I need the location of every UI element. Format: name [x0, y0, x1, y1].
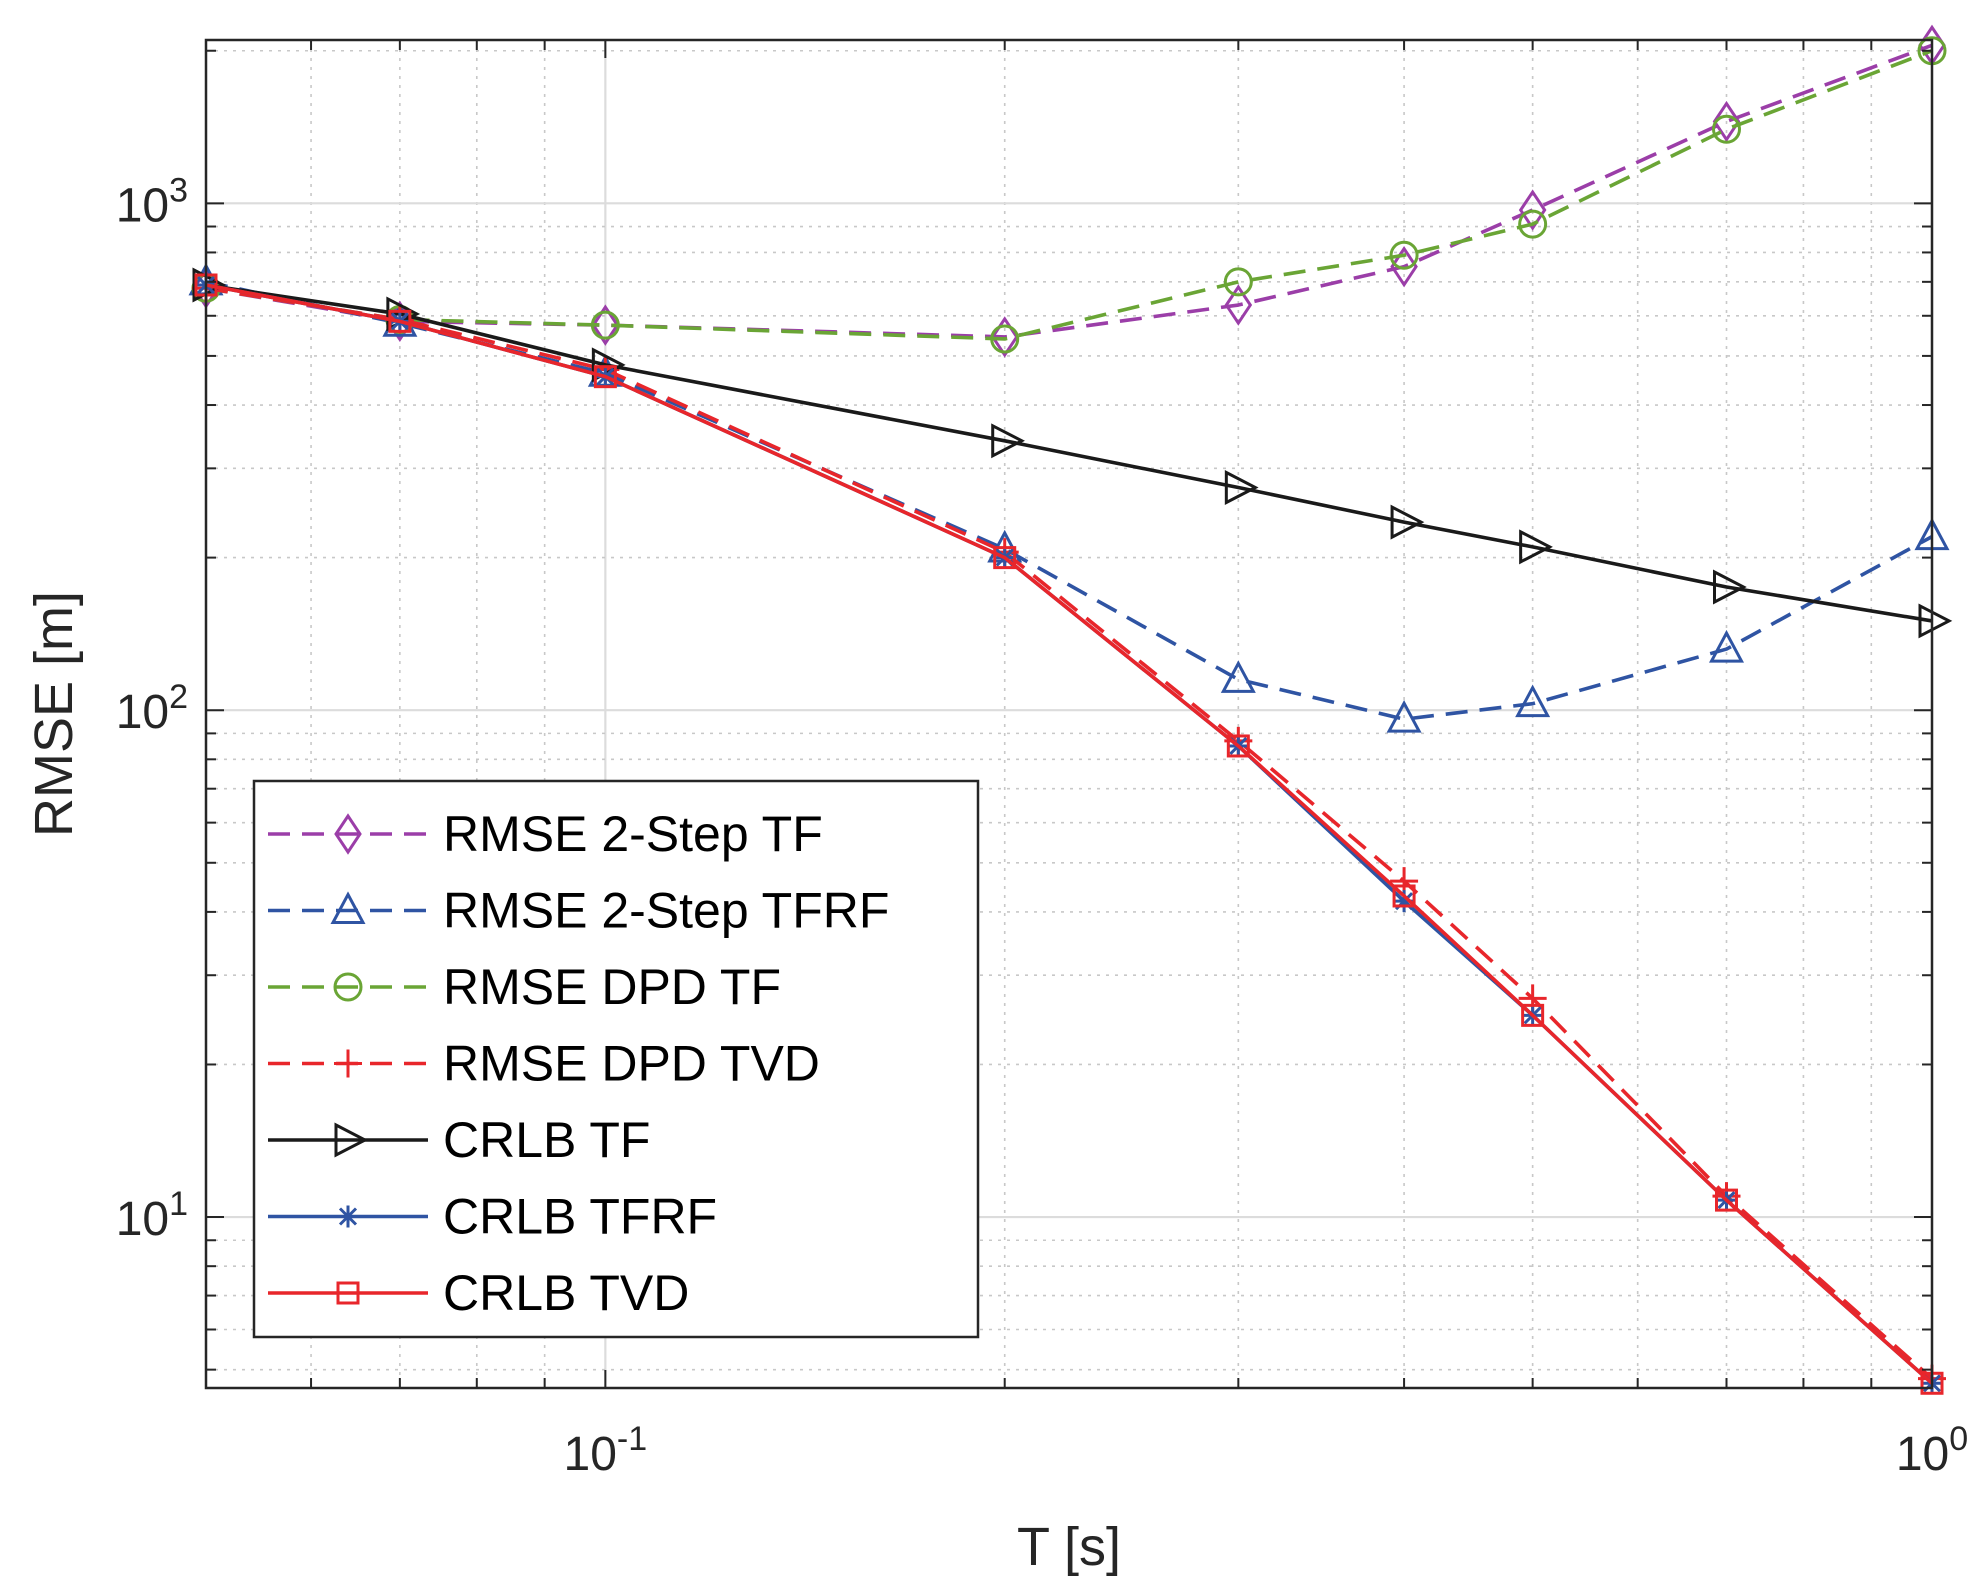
data-point [388, 309, 412, 333]
data-point [1224, 284, 1253, 326]
legend-marker [334, 1049, 362, 1078]
data-point [1519, 529, 1553, 565]
legend-item: CRLB TF [268, 1112, 650, 1168]
series-line [205, 283, 1934, 1385]
data-point [1223, 267, 1253, 297]
data-point [1521, 1003, 1545, 1027]
legend-label: CRLB TVD [443, 1265, 689, 1321]
data-point [1390, 245, 1418, 288]
ticks [205, 40, 1933, 1388]
legend-label: RMSE DPD TF [443, 959, 781, 1015]
series-line [205, 283, 1933, 623]
legend-marker [334, 813, 362, 855]
y-tick-label: 103 [116, 171, 188, 232]
data-point [593, 365, 617, 389]
data-point [1392, 884, 1416, 908]
data-point [990, 324, 1020, 354]
legend-box [252, 779, 980, 1339]
data-point [993, 546, 1017, 570]
series-line [205, 43, 1933, 339]
data-point [1715, 1188, 1739, 1212]
legend-label: RMSE 2-Step TFRF [443, 883, 889, 939]
data-point [1712, 114, 1742, 144]
legend-item: CRLB TVD [268, 1265, 689, 1321]
data-point [1393, 890, 1416, 913]
data-point [1390, 504, 1425, 540]
data-point [990, 316, 1019, 358]
legend-marker [333, 972, 363, 1002]
x-axis-label: T [s] [1017, 1517, 1121, 1577]
y-tick-label: 102 [116, 678, 188, 739]
legend-marker [336, 1281, 360, 1305]
data-point [192, 267, 227, 303]
legend-label: RMSE DPD TVD [443, 1036, 820, 1092]
legend-item: RMSE 2-Step TF [268, 806, 823, 862]
data-point [1708, 629, 1745, 663]
legend: RMSE 2-Step TF RMSE 2-Step TFRF RMSE DPD T… [252, 779, 980, 1339]
data-point [1220, 660, 1256, 693]
plot-frame [204, 38, 1934, 1390]
data-point [590, 310, 620, 340]
data-point [991, 423, 1025, 459]
data-point [1713, 569, 1747, 605]
y-tick-label: 101 [116, 1185, 188, 1246]
x-tick-label: 10-1 [564, 1420, 648, 1481]
legend-marker [334, 1122, 369, 1158]
legend-label: RMSE 2-Step TF [443, 806, 823, 862]
data-point [1518, 209, 1548, 239]
legend-item: CRLB TFRF [268, 1189, 717, 1245]
legend-marker [330, 891, 366, 924]
legend-label: CRLB TF [443, 1112, 650, 1168]
y-axis-label: RMSE [m] [24, 591, 84, 837]
legend-label: CRLB TFRF [443, 1189, 717, 1245]
data-point [1515, 684, 1551, 718]
legend-marker [337, 1205, 359, 1228]
data-point [1226, 734, 1250, 758]
tick-labels: 10-1 100 101 102 103 [116, 171, 1968, 1481]
series-line [205, 280, 1933, 721]
data-point [1518, 189, 1547, 231]
x-tick-label: 100 [1896, 1420, 1968, 1481]
series-layer [188, 24, 1953, 1395]
legend-item: RMSE 2-Step TFRF [268, 883, 889, 939]
data-point [1712, 100, 1741, 143]
data-point [1224, 470, 1259, 505]
legend-item: RMSE DPD TF [268, 959, 781, 1015]
data-point [591, 304, 620, 346]
legend-item: RMSE DPD TVD [268, 1036, 820, 1092]
data-point [1386, 700, 1422, 733]
data-point [1389, 240, 1419, 270]
data-point [1918, 603, 1953, 639]
